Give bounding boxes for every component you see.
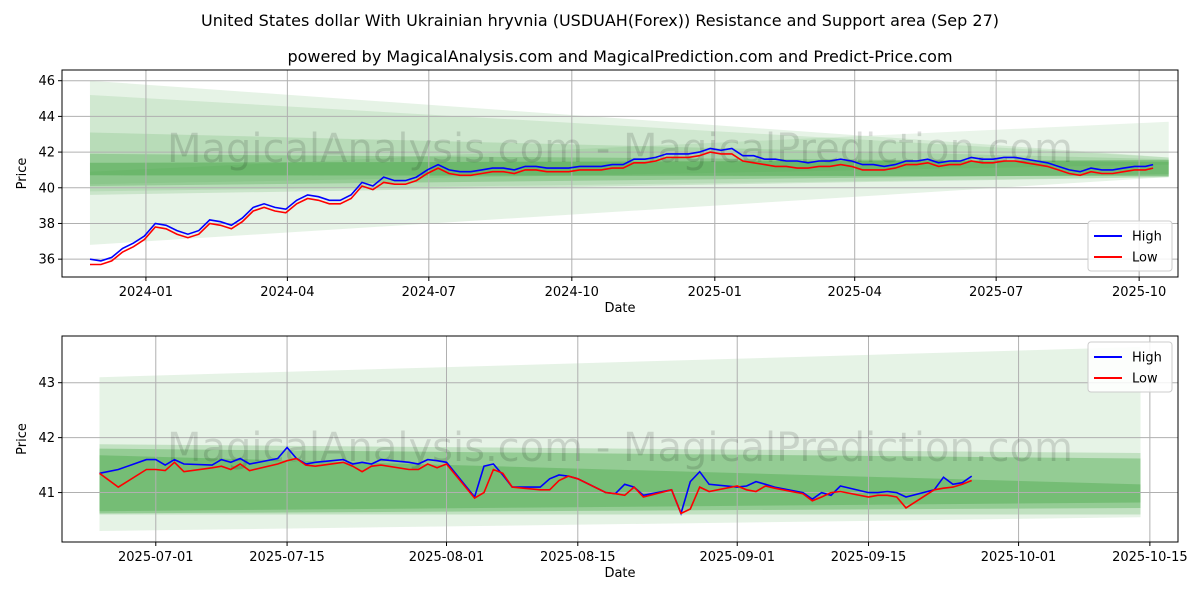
series-line-low — [90, 151, 1154, 266]
plot-panel-bottom: MagicalAnalysis.com - MagicalPrediction.… — [15, 335, 1188, 581]
support-resistance-band — [89, 153, 1169, 186]
y-axis-label: Price — [15, 423, 30, 455]
x-tick-label: 2024-04 — [260, 285, 314, 300]
y-tick-label: 40 — [38, 181, 55, 196]
x-axis-label: Date — [604, 301, 635, 316]
x-tick-label: 2025-07-15 — [249, 550, 325, 565]
plot-frame — [61, 335, 1179, 543]
y-axis-label: Price — [15, 158, 30, 190]
x-axis-label: Date — [604, 566, 635, 581]
y-tick-label: 41 — [38, 486, 55, 501]
x-tick-label: 2025-07-01 — [118, 550, 194, 565]
plot-area: MagicalAnalysis.com - MagicalPrediction.… — [62, 336, 1178, 542]
x-tick-label: 2025-09-01 — [699, 550, 775, 565]
y-tick-label: 38 — [38, 217, 55, 232]
y-tick-label: 43 — [38, 376, 55, 391]
legend-box — [1087, 341, 1173, 393]
plot-area: MagicalAnalysis.com - MagicalPrediction.… — [62, 70, 1178, 277]
watermark-text: MagicalAnalysis.com - MagicalPrediction.… — [167, 425, 1073, 471]
support-resistance-band — [89, 132, 1169, 195]
x-tick-label: 2025-08-15 — [540, 550, 616, 565]
legend-label-low: Low — [1132, 251, 1158, 266]
x-tick-label: 2025-07 — [969, 285, 1023, 300]
x-tick-label: 2025-10-01 — [981, 550, 1057, 565]
legend: High Low — [1087, 341, 1173, 393]
plot-panel-top: MagicalAnalysis.com - MagicalPrediction.… — [15, 69, 1179, 316]
x-tick-label: 2025-04 — [828, 285, 882, 300]
support-resistance-band — [99, 346, 1141, 532]
x-tick-label: 2024-07 — [402, 285, 456, 300]
series-line-low — [99, 457, 972, 515]
y-tick-label: 42 — [38, 146, 55, 161]
y-tick-label: 46 — [38, 74, 55, 89]
x-tick-label: 2025-01 — [688, 285, 742, 300]
chart-subtitle: powered by MagicalAnalysis.com and Magic… — [287, 47, 952, 66]
legend-label-high: High — [1132, 230, 1162, 245]
support-resistance-band — [89, 121, 1169, 185]
series-line-high — [89, 147, 1154, 262]
x-tick-label: 2025-10 — [1112, 285, 1166, 300]
plot-frame — [61, 69, 1179, 278]
support-resistance-band — [89, 80, 1169, 245]
x-tick-label: 2024-01 — [119, 285, 173, 300]
legend-label-low: Low — [1132, 372, 1158, 387]
legend: High Low — [1087, 220, 1173, 272]
chart-title: United States dollar With Ukrainian hryv… — [201, 11, 999, 30]
support-resistance-band — [99, 448, 1141, 514]
x-tick-label: 2025-10-15 — [1112, 550, 1188, 565]
y-tick-label: 42 — [38, 431, 55, 446]
x-tick-label: 2025-08-01 — [409, 550, 485, 565]
support-resistance-band — [99, 455, 1141, 512]
support-resistance-band — [99, 444, 1141, 515]
y-tick-label: 36 — [38, 253, 55, 268]
legend-box — [1087, 220, 1173, 272]
x-tick-label: 2025-09-15 — [831, 550, 907, 565]
y-tick-label: 44 — [38, 110, 55, 125]
x-tick-label: 2024-10 — [545, 285, 599, 300]
series-line-high — [99, 446, 973, 516]
legend-label-high: High — [1132, 351, 1162, 366]
